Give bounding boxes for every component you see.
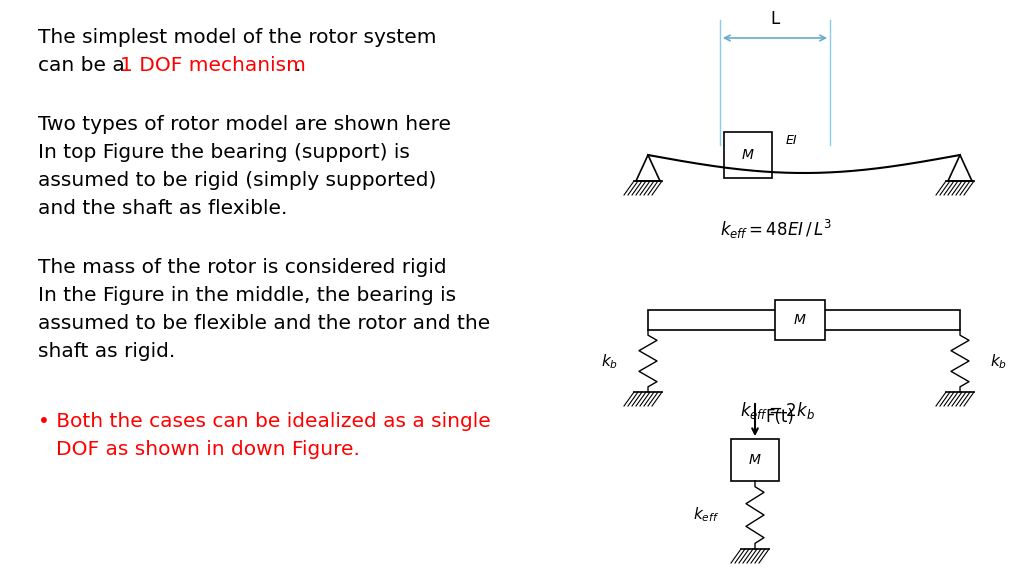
Text: Two types of rotor model are shown here: Two types of rotor model are shown here xyxy=(38,115,451,134)
Text: and the shaft as flexible.: and the shaft as flexible. xyxy=(38,199,288,218)
Bar xyxy=(648,310,961,330)
Text: In the Figure in the middle, the bearing is: In the Figure in the middle, the bearing… xyxy=(38,286,456,305)
Text: EI: EI xyxy=(786,135,798,147)
Text: $M$: $M$ xyxy=(749,453,762,467)
Text: DOF as shown in down Figure.: DOF as shown in down Figure. xyxy=(56,440,359,459)
Text: $M$: $M$ xyxy=(794,313,807,327)
Text: 1 DOF mechanism: 1 DOF mechanism xyxy=(120,56,306,75)
Text: F(t): F(t) xyxy=(765,408,794,426)
Text: The mass of the rotor is considered rigid: The mass of the rotor is considered rigi… xyxy=(38,258,446,277)
Text: In top Figure the bearing (support) is: In top Figure the bearing (support) is xyxy=(38,143,410,162)
Text: $k_b$: $k_b$ xyxy=(601,353,618,372)
Text: $k_{\bf{\it{eff}}} = 2k_b$: $k_{\bf{\it{eff}}} = 2k_b$ xyxy=(740,400,815,421)
Bar xyxy=(775,300,825,340)
Text: The simplest model of the rotor system: The simplest model of the rotor system xyxy=(38,28,436,47)
Text: assumed to be flexible and the rotor and the: assumed to be flexible and the rotor and… xyxy=(38,314,490,333)
Text: $k_b$: $k_b$ xyxy=(990,353,1007,372)
Text: can be a: can be a xyxy=(38,56,131,75)
Text: $M$: $M$ xyxy=(741,148,755,162)
Text: assumed to be rigid (simply supported): assumed to be rigid (simply supported) xyxy=(38,171,436,190)
Bar xyxy=(724,132,772,178)
Text: $k_{\bf{\it{eff}}} = 48EI\,/\,L^3$: $k_{\bf{\it{eff}}} = 48EI\,/\,L^3$ xyxy=(720,218,833,241)
Text: • Both the cases can be idealized as a single: • Both the cases can be idealized as a s… xyxy=(38,412,490,431)
Text: .: . xyxy=(295,56,301,75)
Text: L: L xyxy=(770,10,779,28)
Bar xyxy=(731,439,779,481)
Text: shaft as rigid.: shaft as rigid. xyxy=(38,342,175,361)
Text: $k_{\bf{\it{eff}}}$: $k_{\bf{\it{eff}}}$ xyxy=(693,506,719,524)
